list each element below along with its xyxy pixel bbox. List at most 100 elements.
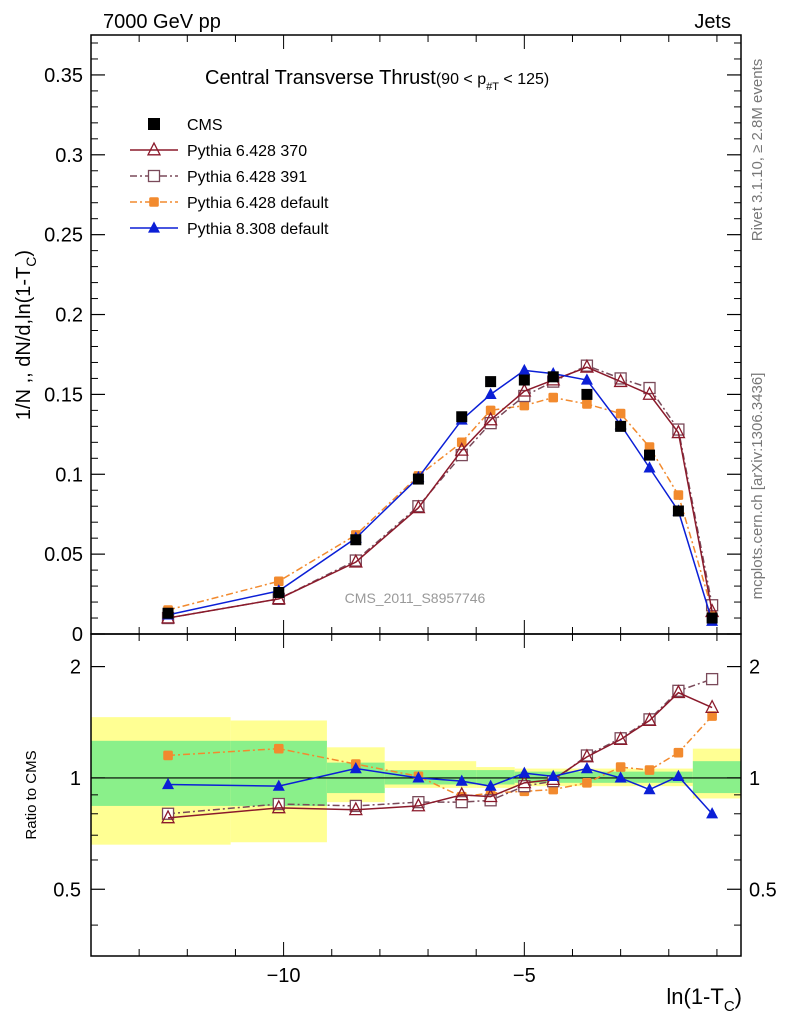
ratio-y-tick-label-right: 0.5 [749, 879, 777, 901]
legend-entry: Pythia 6.428 default [130, 195, 329, 212]
ratio-data-point [348, 801, 363, 816]
data-point [642, 386, 657, 400]
y-tick-label: 0.2 [55, 305, 83, 327]
ratio-data-point [671, 684, 686, 699]
series-pythia-8-308-default [162, 363, 719, 626]
ratio-data-point [705, 672, 719, 686]
ratio-y-axis-title: Ratio to CMS [23, 750, 40, 839]
data-point [548, 392, 559, 403]
ratio-series-pythia-8-308-default [162, 761, 719, 819]
data-point [547, 371, 559, 383]
data-point [643, 461, 656, 473]
data-point [672, 505, 684, 517]
legend-label: CMS [187, 117, 223, 134]
data-point [673, 490, 684, 500]
ratio-data-point [349, 761, 362, 774]
series-pythia-6-428-370 [160, 358, 720, 624]
legend-marker [148, 221, 160, 233]
data-point [273, 586, 285, 598]
data-point [582, 399, 592, 409]
legend-label: Pythia 8.308 default [187, 221, 329, 238]
ratio-data-point [160, 809, 176, 824]
band-inner [514, 771, 693, 783]
ratio-data-point [162, 777, 175, 790]
ratio-data-point [579, 748, 594, 763]
ratio-data-point [642, 712, 657, 726]
header-energy-label: 7000 GeV pp [103, 11, 221, 33]
ratio-data-point [580, 761, 593, 774]
y-tick-label: 0.25 [44, 225, 83, 247]
data-point [484, 387, 497, 400]
data-point [614, 372, 627, 385]
data-point [581, 388, 593, 400]
band-inner [692, 761, 741, 794]
ratio-data-point [163, 750, 173, 761]
ratio-data-point [412, 771, 425, 783]
x-tick-label: −10 [267, 965, 301, 987]
legend-marker [146, 141, 162, 156]
y-tick-label: 0 [72, 624, 83, 646]
ratio-data-point [484, 779, 497, 791]
data-point [350, 534, 362, 546]
data-point [412, 473, 424, 485]
x-tick-label: −5 [513, 965, 536, 987]
data-point [706, 612, 718, 624]
main-series-layer [160, 358, 720, 626]
ratio-data-point [454, 786, 469, 801]
legend-entry: CMS [148, 117, 223, 134]
legend-entry: Pythia 8.308 default [130, 221, 329, 238]
ratio-plot-panel: 0.5 0.5 1 1 2 2 −10 −5 [53, 633, 777, 987]
data-point [671, 424, 686, 439]
main-plot-panel: 0 0.05 0.1 0.15 0.2 0.25 0.3 0.35 Central Trans… [44, 34, 742, 646]
data-point [348, 553, 363, 568]
ratio-data-point [547, 769, 560, 781]
y-tick-label: 0.05 [44, 544, 83, 566]
ratio-series-layer [160, 672, 720, 824]
data-point [518, 374, 530, 386]
y-tick-label: 0.15 [44, 384, 83, 406]
legend-marker [149, 197, 159, 207]
data-point [580, 373, 593, 385]
ratio-y-tick-label: 1 [70, 768, 81, 790]
mcplots-source-label: mcplots.cern.ch [arXiv:1306.3436] [749, 373, 766, 600]
ratio-data-point [707, 711, 717, 721]
series-pythia-6-428-391 [161, 359, 719, 625]
ratio-data-point [349, 799, 362, 813]
analysis-watermark: CMS_2011_S8957746 [345, 590, 486, 606]
data-point [613, 373, 628, 388]
data-point [411, 499, 426, 514]
ratio-data-point [705, 699, 720, 714]
data-point [517, 382, 532, 397]
legend-marker [148, 118, 160, 130]
legend: CMS Pythia 6.428 370 Pythia 6.428 391 Pythi… [130, 117, 329, 238]
ratio-axis-ticks: 0.5 0.5 1 1 2 2 −10 −5 [53, 634, 777, 987]
rivet-version-label: Rivet 3.1.10, ≥ 2.8M events [749, 59, 766, 242]
series-line [167, 369, 713, 622]
y-tick-label: 0.1 [55, 464, 83, 486]
ratio-series-pythia-6-428-370 [160, 684, 720, 824]
data-point [162, 607, 174, 619]
legend-entry: Pythia 6.428 370 [130, 141, 307, 160]
ratio-data-point [518, 766, 531, 778]
ratio-data-point [272, 797, 285, 811]
ratio-data-point [455, 774, 468, 786]
ratio-data-point [161, 807, 175, 820]
ratio-y-tick-label: 2 [70, 657, 81, 679]
x-axis-title: ln(1-TC) [666, 984, 742, 1015]
series-line [167, 396, 713, 611]
y-axis-title: 1/N ,, dN/d,ln(1-TC) [13, 250, 39, 420]
ratio-data-point [644, 765, 655, 775]
ratio-y-tick-label: 0.5 [53, 879, 81, 901]
data-point [454, 441, 469, 456]
ratio-data-point [517, 774, 532, 789]
band-inner [476, 770, 515, 785]
main-axis-ticks: 0 0.05 0.1 0.15 0.2 0.25 0.3 0.35 [44, 35, 741, 646]
legend-label: Pythia 6.428 default [187, 195, 329, 212]
ratio-data-point [672, 769, 685, 781]
band-inner [91, 740, 231, 806]
y-tick-label: 0.35 [44, 65, 83, 87]
data-point [519, 400, 530, 411]
ratio-data-point [271, 799, 286, 814]
data-point [483, 411, 498, 426]
